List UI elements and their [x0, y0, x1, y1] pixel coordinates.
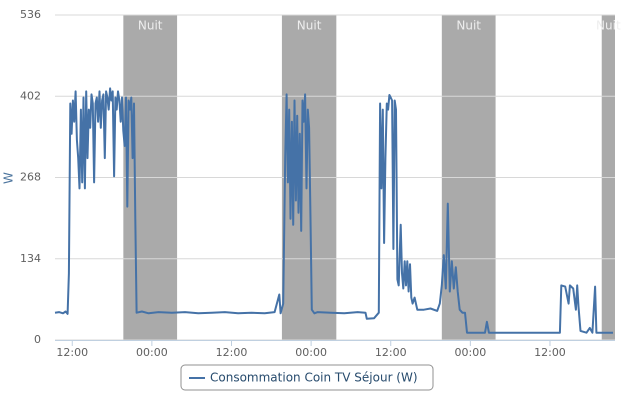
- band-label: Nuit: [297, 19, 322, 33]
- y-tick-label: 0: [34, 333, 41, 346]
- x-tick-label: 12:00: [534, 346, 566, 359]
- band-label: Nuit: [456, 19, 481, 33]
- legend-box: [180, 364, 434, 391]
- y-tick-label: 268: [20, 171, 41, 184]
- band-label: Nuit: [138, 19, 163, 33]
- x-tick-label: 00:00: [295, 346, 327, 359]
- x-tick-label: 12:00: [216, 346, 248, 359]
- x-tick-label: 00:00: [136, 346, 168, 359]
- legend-label: Consommation Coin TV Séjour (W): [210, 371, 418, 385]
- series-line: [54, 87, 613, 334]
- y-tick-label: 402: [20, 89, 41, 102]
- band-label: Nuit: [596, 19, 621, 33]
- x-tick-label: 12:00: [375, 346, 407, 359]
- y-tick-label: 536: [20, 8, 41, 21]
- y-axis-title: W: [2, 172, 16, 184]
- x-tick-label: 00:00: [455, 346, 487, 359]
- x-tick-label: 12:00: [56, 346, 88, 359]
- y-tick-label: 134: [20, 252, 41, 265]
